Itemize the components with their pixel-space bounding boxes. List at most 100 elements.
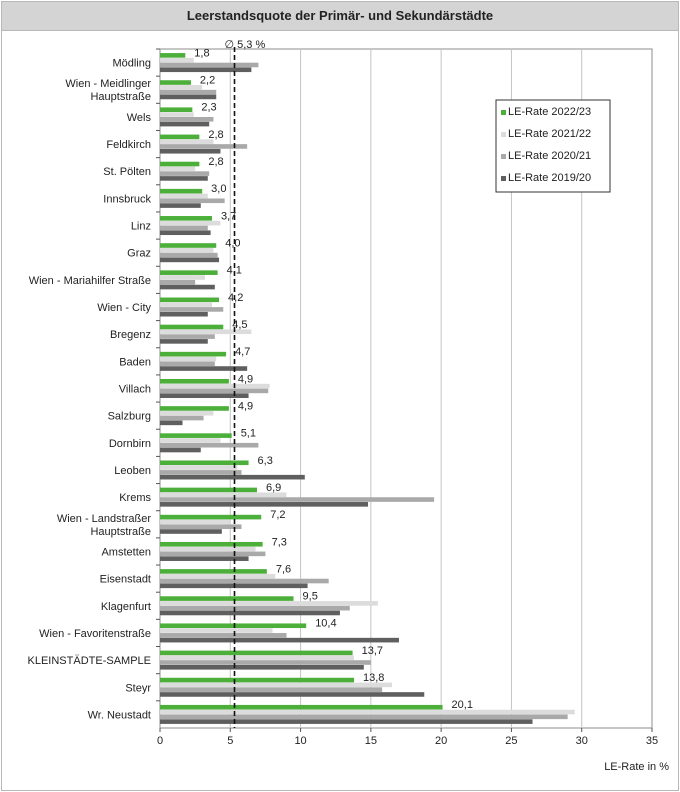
bar-2-3 [160, 144, 248, 149]
category-label: Hauptstraße [90, 91, 151, 103]
bar-2-16 [160, 497, 435, 502]
bar-2-12 [160, 388, 269, 394]
bar-3-12 [160, 393, 249, 398]
data-label: 4,0 [225, 238, 240, 250]
data-label: 3,7 [221, 210, 236, 222]
legend-swatch [501, 154, 506, 159]
bar-0-10 [160, 324, 224, 330]
category-label: St. Pölten [103, 166, 151, 178]
x-tick-label: 25 [505, 735, 517, 747]
data-label: 2,8 [208, 156, 223, 168]
category-label: Baden [119, 356, 151, 368]
bar-1-23 [160, 682, 392, 688]
legend-swatch [501, 110, 506, 115]
chart-title: Leerstandsquote der Primär- und Sekundär… [2, 2, 678, 31]
legend-entry: LE-Rate 2022/23 [508, 106, 591, 118]
category-label: Wien - Meidlinger [65, 78, 151, 90]
category-label: Steyr [125, 682, 151, 694]
bar-1-11 [160, 356, 217, 362]
x-tick-label: 10 [294, 735, 306, 747]
category-label: Wien - Favoritenstraße [39, 628, 151, 640]
bar-2-1 [160, 89, 217, 95]
category-label: Amstetten [101, 546, 151, 558]
bar-0-6 [160, 216, 213, 221]
bar-2-22 [160, 660, 371, 665]
bar-3-7 [160, 257, 220, 263]
bar-3-14 [160, 447, 201, 453]
bar-1-6 [160, 220, 221, 226]
bar-1-16 [160, 492, 287, 498]
bar-2-19 [160, 578, 329, 584]
data-label: 4,2 [228, 292, 243, 304]
category-label: Mödling [112, 58, 151, 70]
x-tick-label: 20 [435, 735, 447, 747]
bar-0-22 [160, 650, 353, 656]
bar-3-1 [160, 94, 217, 100]
bar-1-21 [160, 628, 273, 633]
bar-1-0 [160, 57, 194, 63]
bar-3-4 [160, 176, 208, 181]
category-label: Krems [119, 492, 151, 504]
category-label: Leoben [114, 465, 151, 477]
bar-2-14 [160, 442, 259, 448]
data-label: 13,8 [363, 672, 384, 684]
bar-3-11 [160, 366, 248, 371]
legend-box [495, 99, 611, 193]
bar-0-18 [160, 541, 263, 547]
bar-1-13 [160, 410, 214, 416]
x-tick-label: 15 [365, 735, 377, 747]
bar-0-23 [160, 677, 354, 683]
bar-1-19 [160, 573, 276, 579]
bar-0-4 [160, 161, 200, 167]
bar-1-20 [160, 601, 378, 606]
data-label: 4,1 [227, 265, 242, 277]
bar-3-5 [160, 203, 201, 208]
bar-2-4 [160, 171, 210, 176]
data-label: 2,2 [200, 75, 215, 87]
bar-2-8 [160, 279, 196, 285]
bar-1-5 [160, 193, 208, 199]
data-label: 9,5 [303, 591, 318, 603]
data-label: 2,8 [208, 129, 223, 141]
bar-1-17 [160, 519, 231, 525]
bar-2-5 [160, 198, 225, 204]
bar-0-2 [160, 107, 193, 112]
bar-0-13 [160, 406, 229, 411]
category-label: Feldkirch [106, 139, 151, 151]
data-label: 7,3 [272, 536, 287, 548]
bar-0-12 [160, 379, 229, 384]
bar-3-13 [160, 420, 183, 426]
x-tick-label: 0 [157, 735, 163, 747]
data-label: 1,8 [194, 47, 209, 59]
legend-entry: LE-Rate 2020/21 [508, 150, 591, 162]
bar-2-9 [160, 307, 224, 312]
data-label: 10,4 [315, 618, 336, 630]
data-label: 13,7 [362, 645, 383, 657]
data-label: 20,1 [452, 699, 473, 711]
legend-entry: LE-Rate 2019/20 [508, 172, 591, 184]
bar-0-24 [160, 704, 443, 710]
bar-0-14 [160, 433, 232, 438]
bar-1-8 [160, 275, 205, 280]
legend-entry: LE-Rate 2021/22 [508, 128, 591, 140]
category-label: Dornbirn [109, 438, 151, 450]
category-label: KLEINSTÄDTE-SAMPLE [28, 655, 151, 667]
bar-3-8 [160, 284, 215, 290]
x-tick-label: 35 [646, 735, 658, 747]
bar-3-6 [160, 230, 211, 236]
bar-0-20 [160, 596, 294, 601]
data-label: 4,5 [232, 319, 247, 331]
bar-2-24 [160, 714, 568, 720]
category-label: Hauptstraße [90, 526, 151, 538]
bar-0-16 [160, 487, 257, 493]
bar-1-12 [160, 383, 270, 389]
bar-2-20 [160, 605, 350, 611]
bar-3-24 [160, 719, 533, 724]
bar-3-9 [160, 311, 208, 317]
bar-0-15 [160, 460, 249, 466]
bar-2-13 [160, 415, 204, 421]
data-label: 7,2 [270, 509, 285, 521]
bar-1-4 [160, 166, 196, 172]
bar-2-15 [160, 470, 242, 475]
